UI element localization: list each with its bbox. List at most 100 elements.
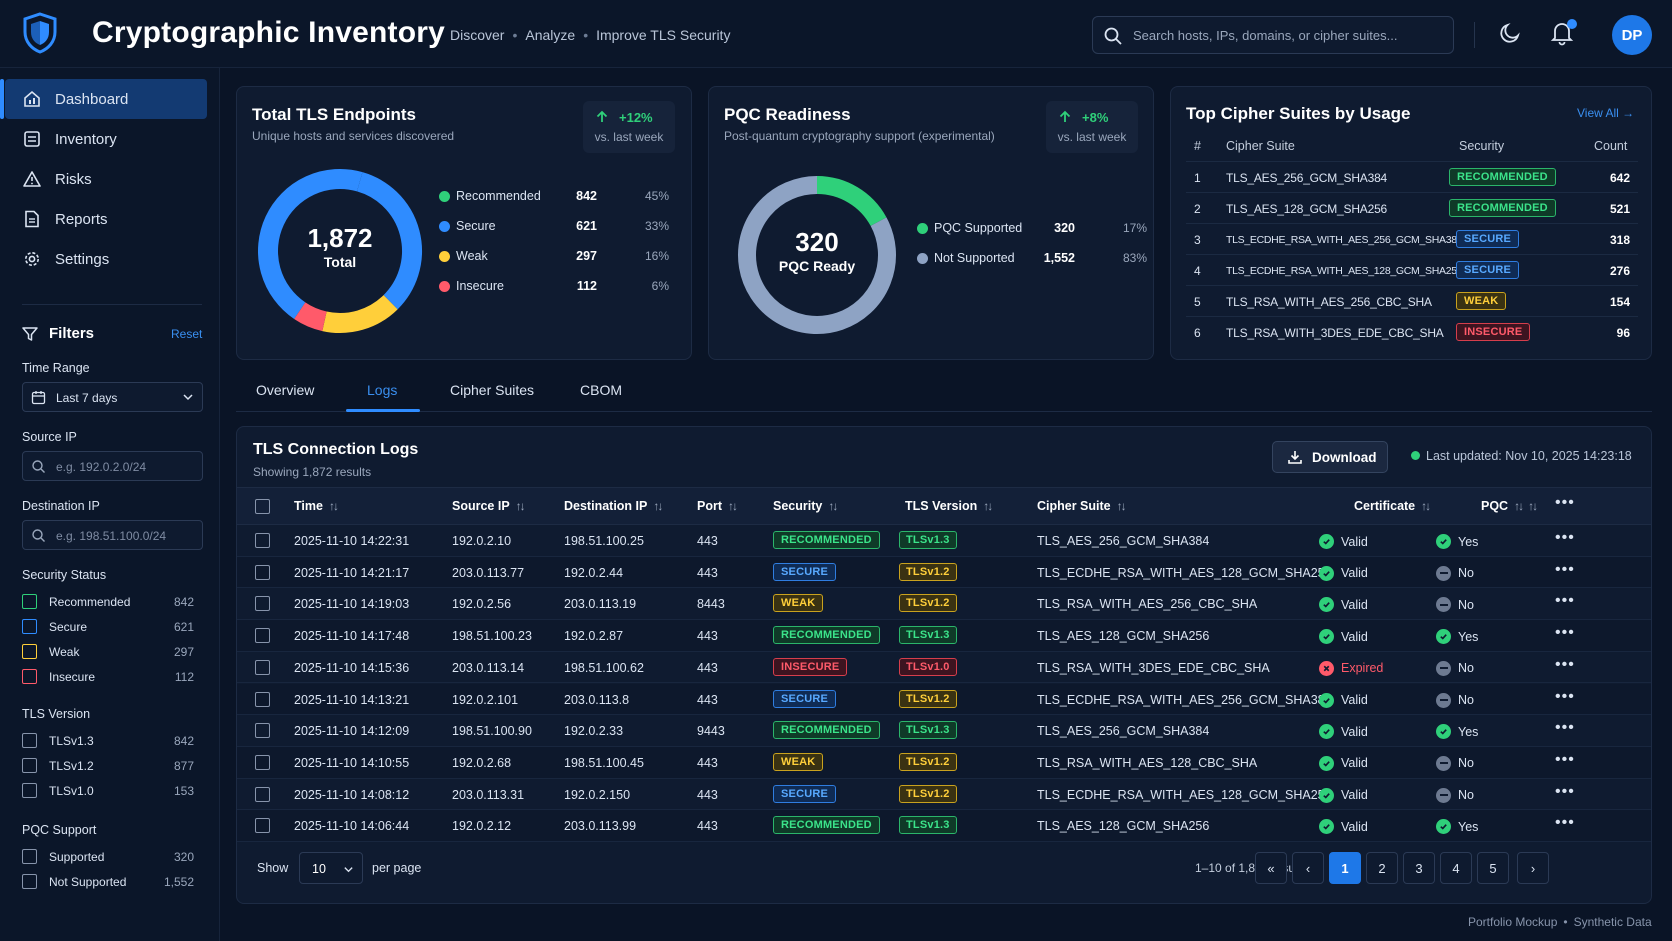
table-row[interactable]: 2025-11-10 14:08:12 203.0.113.31 192.0.2… xyxy=(237,779,1651,811)
per-page-select[interactable]: 10 xyxy=(299,852,363,884)
nav-inventory[interactable]: Inventory xyxy=(5,119,207,159)
row-actions-icon[interactable]: ••• xyxy=(1555,719,1575,737)
bell-icon[interactable] xyxy=(1550,20,1574,46)
checkbox[interactable] xyxy=(22,594,37,609)
table-row[interactable]: 2025-11-10 14:10:55 192.0.2.68 198.51.10… xyxy=(237,746,1651,779)
moon-icon[interactable] xyxy=(1498,21,1522,45)
donut-segment-insecure[interactable] xyxy=(294,302,328,332)
donut-segment-secure[interactable] xyxy=(314,172,440,310)
table-row[interactable]: 2025-11-10 14:21:17 203.0.113.77 192.0.2… xyxy=(237,556,1651,589)
filter-recommended[interactable]: Recommended 842 xyxy=(22,593,194,611)
top-cipher-row[interactable]: 5 TLS_RSA_WITH_AES_256_CBC_SHA WEAK 154 xyxy=(1186,285,1638,316)
row-actions-icon[interactable]: ••• xyxy=(1555,655,1575,673)
tab-cbom[interactable]: CBOM xyxy=(580,382,622,398)
checkbox[interactable] xyxy=(22,644,37,659)
next-page-button[interactable]: › xyxy=(1517,852,1549,884)
row-checkbox[interactable] xyxy=(255,659,270,675)
checkbox[interactable] xyxy=(22,669,37,684)
top-cipher-row[interactable]: 3 TLS_ECDHE_RSA_WITH_AES_256_GCM_SHA384 … xyxy=(1186,223,1638,254)
table-row[interactable]: 2025-11-10 14:15:36 203.0.113.14 198.51.… xyxy=(237,652,1651,684)
prev-page-button[interactable]: ‹ xyxy=(1292,852,1324,884)
tab-logs[interactable]: Logs xyxy=(367,382,398,398)
select-all-checkbox[interactable] xyxy=(255,499,270,514)
row-checkbox[interactable] xyxy=(255,628,270,644)
filter-insecure[interactable]: Insecure 112 xyxy=(22,668,194,686)
first-page-button[interactable]: « xyxy=(1255,852,1287,884)
top-cipher-row[interactable]: 1 TLS_AES_256_GCM_SHA384 RECOMMENDED 642 xyxy=(1186,161,1638,192)
table-row[interactable]: 2025-11-10 14:13:21 192.0.2.101 203.0.11… xyxy=(237,683,1651,716)
th-security[interactable]: Security ↑↓ xyxy=(773,499,838,513)
top-cipher-row[interactable]: 4 TLS_ECDHE_RSA_WITH_AES_128_GCM_SHA256 … xyxy=(1186,254,1638,285)
view-all-link[interactable]: View All → xyxy=(1577,106,1634,120)
page-5-button[interactable]: 5 xyxy=(1477,852,1509,884)
checkbox[interactable] xyxy=(22,874,37,889)
th-cipher-suite[interactable]: Cipher Suite ↑↓ xyxy=(1037,499,1127,513)
donut-segment-weak[interactable] xyxy=(322,278,398,346)
sort-icon[interactable]: ↑↓ xyxy=(828,499,838,513)
row-actions-icon[interactable]: ••• xyxy=(1555,592,1575,610)
checkbox[interactable] xyxy=(22,619,37,634)
row-checkbox[interactable] xyxy=(255,786,270,802)
filter-secure[interactable]: Secure 621 xyxy=(22,618,194,636)
sort-icon[interactable]: ↑↓ xyxy=(983,499,993,513)
table-row[interactable]: 2025-11-10 14:22:31 192.0.2.10 198.51.10… xyxy=(237,525,1651,557)
table-row[interactable]: 2025-11-10 14:12:09 198.51.100.90 192.0.… xyxy=(237,715,1651,747)
sort-icon[interactable]: ↑↓ xyxy=(1116,499,1127,513)
row-checkbox[interactable] xyxy=(255,818,270,834)
row-actions-icon[interactable]: ••• xyxy=(1555,750,1575,768)
sort-icon[interactable]: ↑↓ xyxy=(1421,499,1431,513)
th-destination-ip[interactable]: Destination IP ↑↓ xyxy=(564,499,663,513)
checkbox[interactable] xyxy=(22,783,37,798)
nav-risks[interactable]: Risks xyxy=(5,159,207,199)
search-input[interactable] xyxy=(1133,17,1443,53)
sort-icon[interactable]: ↑↓ xyxy=(1514,499,1524,513)
column-options-icon[interactable]: ••• xyxy=(1555,494,1575,511)
reset-filters-link[interactable]: Reset xyxy=(171,327,203,341)
row-actions-icon[interactable]: ••• xyxy=(1555,624,1575,642)
sort-icon[interactable]: ↑↓ xyxy=(728,499,738,513)
th-time[interactable]: Time ↑↓ xyxy=(294,499,339,513)
page-1-button[interactable]: 1 xyxy=(1329,852,1361,884)
row-actions-icon[interactable]: ••• xyxy=(1555,814,1575,832)
tab-overview[interactable]: Overview xyxy=(256,382,315,398)
filter-tls13[interactable]: TLSv1.3 842 xyxy=(22,732,194,750)
row-checkbox[interactable] xyxy=(255,533,270,548)
row-checkbox[interactable] xyxy=(255,596,270,612)
th-source-ip[interactable]: Source IP ↑↓ xyxy=(452,499,526,513)
donut-segment-not-supported[interactable] xyxy=(738,176,896,334)
row-checkbox[interactable] xyxy=(255,564,270,580)
donut-segment-recommended[interactable] xyxy=(240,154,378,319)
dest-ip-field[interactable]: e.g. 198.51.100.0/24 xyxy=(22,520,203,550)
checkbox[interactable] xyxy=(22,758,37,773)
table-row[interactable]: 2025-11-10 14:17:48 198.51.100.23 192.0.… xyxy=(237,620,1651,652)
donut-segment-pqc-supported[interactable] xyxy=(816,176,887,227)
nav-dashboard[interactable]: Dashboard xyxy=(0,79,207,119)
time-range-select[interactable]: Last 7 days xyxy=(22,382,203,412)
nav-reports[interactable]: Reports xyxy=(5,199,207,239)
table-row[interactable]: 2025-11-10 14:19:03 192.0.2.56 203.0.113… xyxy=(237,588,1651,621)
row-checkbox[interactable] xyxy=(255,754,270,770)
row-checkbox[interactable] xyxy=(255,723,270,739)
th-port[interactable]: Port ↑↓ xyxy=(697,499,738,513)
page-3-button[interactable]: 3 xyxy=(1403,852,1435,884)
filter-pqc-not-supported[interactable]: Not Supported 1,552 xyxy=(22,873,194,891)
table-row[interactable]: 2025-11-10 14:06:44 192.0.2.12 203.0.113… xyxy=(237,810,1651,842)
source-ip-field[interactable]: e.g. 192.0.2.0/24 xyxy=(22,451,203,481)
row-actions-icon[interactable]: ••• xyxy=(1555,782,1575,800)
row-checkbox[interactable] xyxy=(255,691,270,707)
checkbox[interactable] xyxy=(22,733,37,748)
top-cipher-row[interactable]: 6 TLS_RSA_WITH_3DES_EDE_CBC_SHA INSECURE… xyxy=(1186,316,1638,347)
top-cipher-row[interactable]: 2 TLS_AES_128_GCM_SHA256 RECOMMENDED 521 xyxy=(1186,192,1638,223)
download-button[interactable]: Download xyxy=(1272,441,1388,473)
filter-pqc-supported[interactable]: Supported 320 xyxy=(22,848,194,866)
nav-settings[interactable]: Settings xyxy=(5,239,207,279)
sort-icon[interactable]: ↑↓ xyxy=(1528,499,1538,513)
user-avatar[interactable]: DP xyxy=(1612,15,1652,55)
checkbox[interactable] xyxy=(22,849,37,864)
row-actions-icon[interactable]: ••• xyxy=(1555,687,1575,705)
filter-weak[interactable]: Weak 297 xyxy=(22,643,194,661)
th-certificate[interactable]: Certificate ↑↓ xyxy=(1354,499,1431,513)
page-4-button[interactable]: 4 xyxy=(1440,852,1472,884)
sort-icon[interactable]: ↑↓ xyxy=(328,499,339,513)
sort-icon[interactable]: ↑↓ xyxy=(515,499,526,513)
